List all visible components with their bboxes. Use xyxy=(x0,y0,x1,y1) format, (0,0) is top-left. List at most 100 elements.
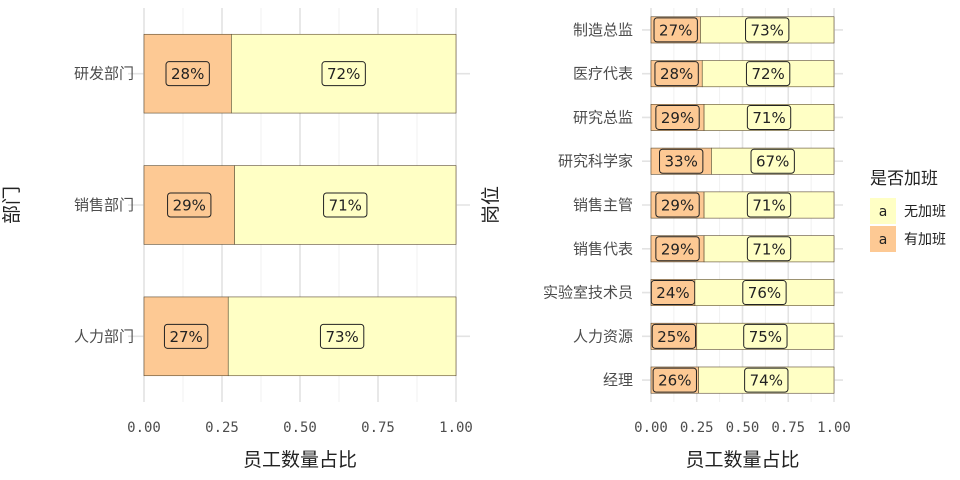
data-label-text: 67% xyxy=(756,153,789,171)
x-tick-label: 0.50 xyxy=(726,420,760,436)
data-label-box xyxy=(659,148,704,174)
x-tick-label: 0.25 xyxy=(205,420,239,436)
data-label-text: 24% xyxy=(656,284,689,302)
legend-key-no-overtime xyxy=(870,198,896,224)
data-label-box xyxy=(655,104,700,130)
data-label: 29% xyxy=(655,192,700,218)
data-label-text: 26% xyxy=(658,372,691,390)
data-label-box xyxy=(742,280,787,306)
x-axis-title: 员工数量占比 xyxy=(243,449,357,471)
bar-group: 29% 71% xyxy=(650,104,835,131)
data-label-box xyxy=(745,17,790,43)
data-label: 33% xyxy=(659,148,704,174)
y-tick-label: 经理 xyxy=(603,371,633,389)
y-axis-title: 部门 xyxy=(1,186,23,224)
data-label-box xyxy=(319,323,365,349)
data-label-text: 29% xyxy=(661,197,694,215)
y-tick-label: 人力资源 xyxy=(573,327,633,345)
data-label: 24% xyxy=(650,280,696,306)
data-label: 74% xyxy=(744,367,789,393)
data-label: 28% xyxy=(165,61,210,87)
x-tick-label: 1.00 xyxy=(439,420,473,436)
legend-label-no-overtime: 无加班 xyxy=(904,204,946,220)
y-tick-label: 制造总监 xyxy=(573,21,633,39)
data-label-text: 71% xyxy=(752,197,785,215)
data-label: 29% xyxy=(655,104,700,130)
data-label-text: 74% xyxy=(750,372,783,390)
data-label: 76% xyxy=(742,280,787,306)
legend-title: 是否加班 xyxy=(870,169,938,189)
bar-group: 27% 73% xyxy=(650,16,835,44)
x-tick-label: 0.00 xyxy=(127,420,161,436)
data-label-box xyxy=(167,192,212,218)
data-label: 29% xyxy=(655,236,700,262)
x-tick-label: 0.25 xyxy=(680,420,714,436)
data-label-box xyxy=(750,148,795,174)
data-label-text: 29% xyxy=(661,240,694,258)
legend-key-glyph-no-overtime: a xyxy=(879,204,888,220)
data-label-text: 72% xyxy=(751,65,784,83)
bar-group: 26% 74% xyxy=(650,366,835,394)
data-label-text: 71% xyxy=(752,109,785,127)
data-label: 71% xyxy=(323,192,368,218)
data-label-box xyxy=(743,323,788,349)
data-label: 27% xyxy=(653,17,698,43)
data-label-text: 33% xyxy=(665,153,698,171)
x-tick-label: 0.00 xyxy=(634,420,668,436)
data-label: 73% xyxy=(745,17,790,43)
data-label-box xyxy=(321,61,366,87)
data-label-text: 73% xyxy=(325,328,358,346)
data-label: 25% xyxy=(651,323,697,349)
bar-group: 29% 71% xyxy=(143,165,457,245)
data-label-box xyxy=(655,192,700,218)
data-label-box xyxy=(651,323,697,349)
data-label-text: 27% xyxy=(169,328,202,346)
data-label: 71% xyxy=(746,236,792,262)
data-label: 73% xyxy=(319,323,365,349)
bar-group: 28% 72% xyxy=(143,33,457,114)
data-label-box xyxy=(745,61,791,87)
data-label: 71% xyxy=(746,104,792,130)
x-tick-label: 0.75 xyxy=(771,420,805,436)
data-label-text: 29% xyxy=(661,109,694,127)
bar-group: 24% 76% xyxy=(650,279,835,306)
data-label-text: 28% xyxy=(660,65,693,83)
bar-group: 29% 71% xyxy=(650,235,835,263)
data-label-text: 75% xyxy=(749,328,782,346)
data-label-box xyxy=(654,61,699,87)
data-label-text: 73% xyxy=(751,21,784,39)
x-tick-label: 0.50 xyxy=(283,420,317,436)
data-label-box xyxy=(655,236,700,262)
data-label-box xyxy=(653,17,698,43)
data-label-text: 71% xyxy=(752,240,785,258)
data-label-box xyxy=(323,192,368,218)
data-label: 26% xyxy=(652,367,697,393)
data-label: 75% xyxy=(743,323,788,349)
y-tick-label: 人力部门 xyxy=(74,327,134,345)
data-label-text: 27% xyxy=(659,21,692,39)
data-label-box xyxy=(652,367,697,393)
x-axis-title: 员工数量占比 xyxy=(685,449,799,471)
data-label: 27% xyxy=(163,323,209,349)
y-tick-label: 销售主管 xyxy=(573,196,633,214)
position-chart: 27% 73% 制造总监 28% 72% 医疗代表 29% 71% 研究总监 33% 67% 研究科学… xyxy=(480,8,851,471)
x-tick-label: 0.75 xyxy=(361,420,395,436)
data-label-text: 25% xyxy=(657,328,690,346)
data-label-text: 71% xyxy=(329,197,362,215)
legend-key-overtime xyxy=(870,226,896,252)
bar-group: 29% 71% xyxy=(650,191,835,219)
y-tick-label: 研究科学家 xyxy=(558,152,633,170)
data-label: 28% xyxy=(654,61,699,87)
legend: 是否加班 a 无加班 a 有加班 xyxy=(870,169,946,252)
data-label-box xyxy=(746,104,792,130)
y-tick-label: 销售代表 xyxy=(573,240,633,258)
y-axis-title: 岗位 xyxy=(480,186,502,224)
data-label-box xyxy=(746,192,792,218)
data-label: 67% xyxy=(750,148,795,174)
y-tick-label: 研究总监 xyxy=(573,108,633,126)
data-label: 72% xyxy=(321,61,366,87)
y-tick-label: 销售部门 xyxy=(74,196,134,214)
data-label-text: 76% xyxy=(748,284,781,302)
data-label-box xyxy=(163,323,209,349)
